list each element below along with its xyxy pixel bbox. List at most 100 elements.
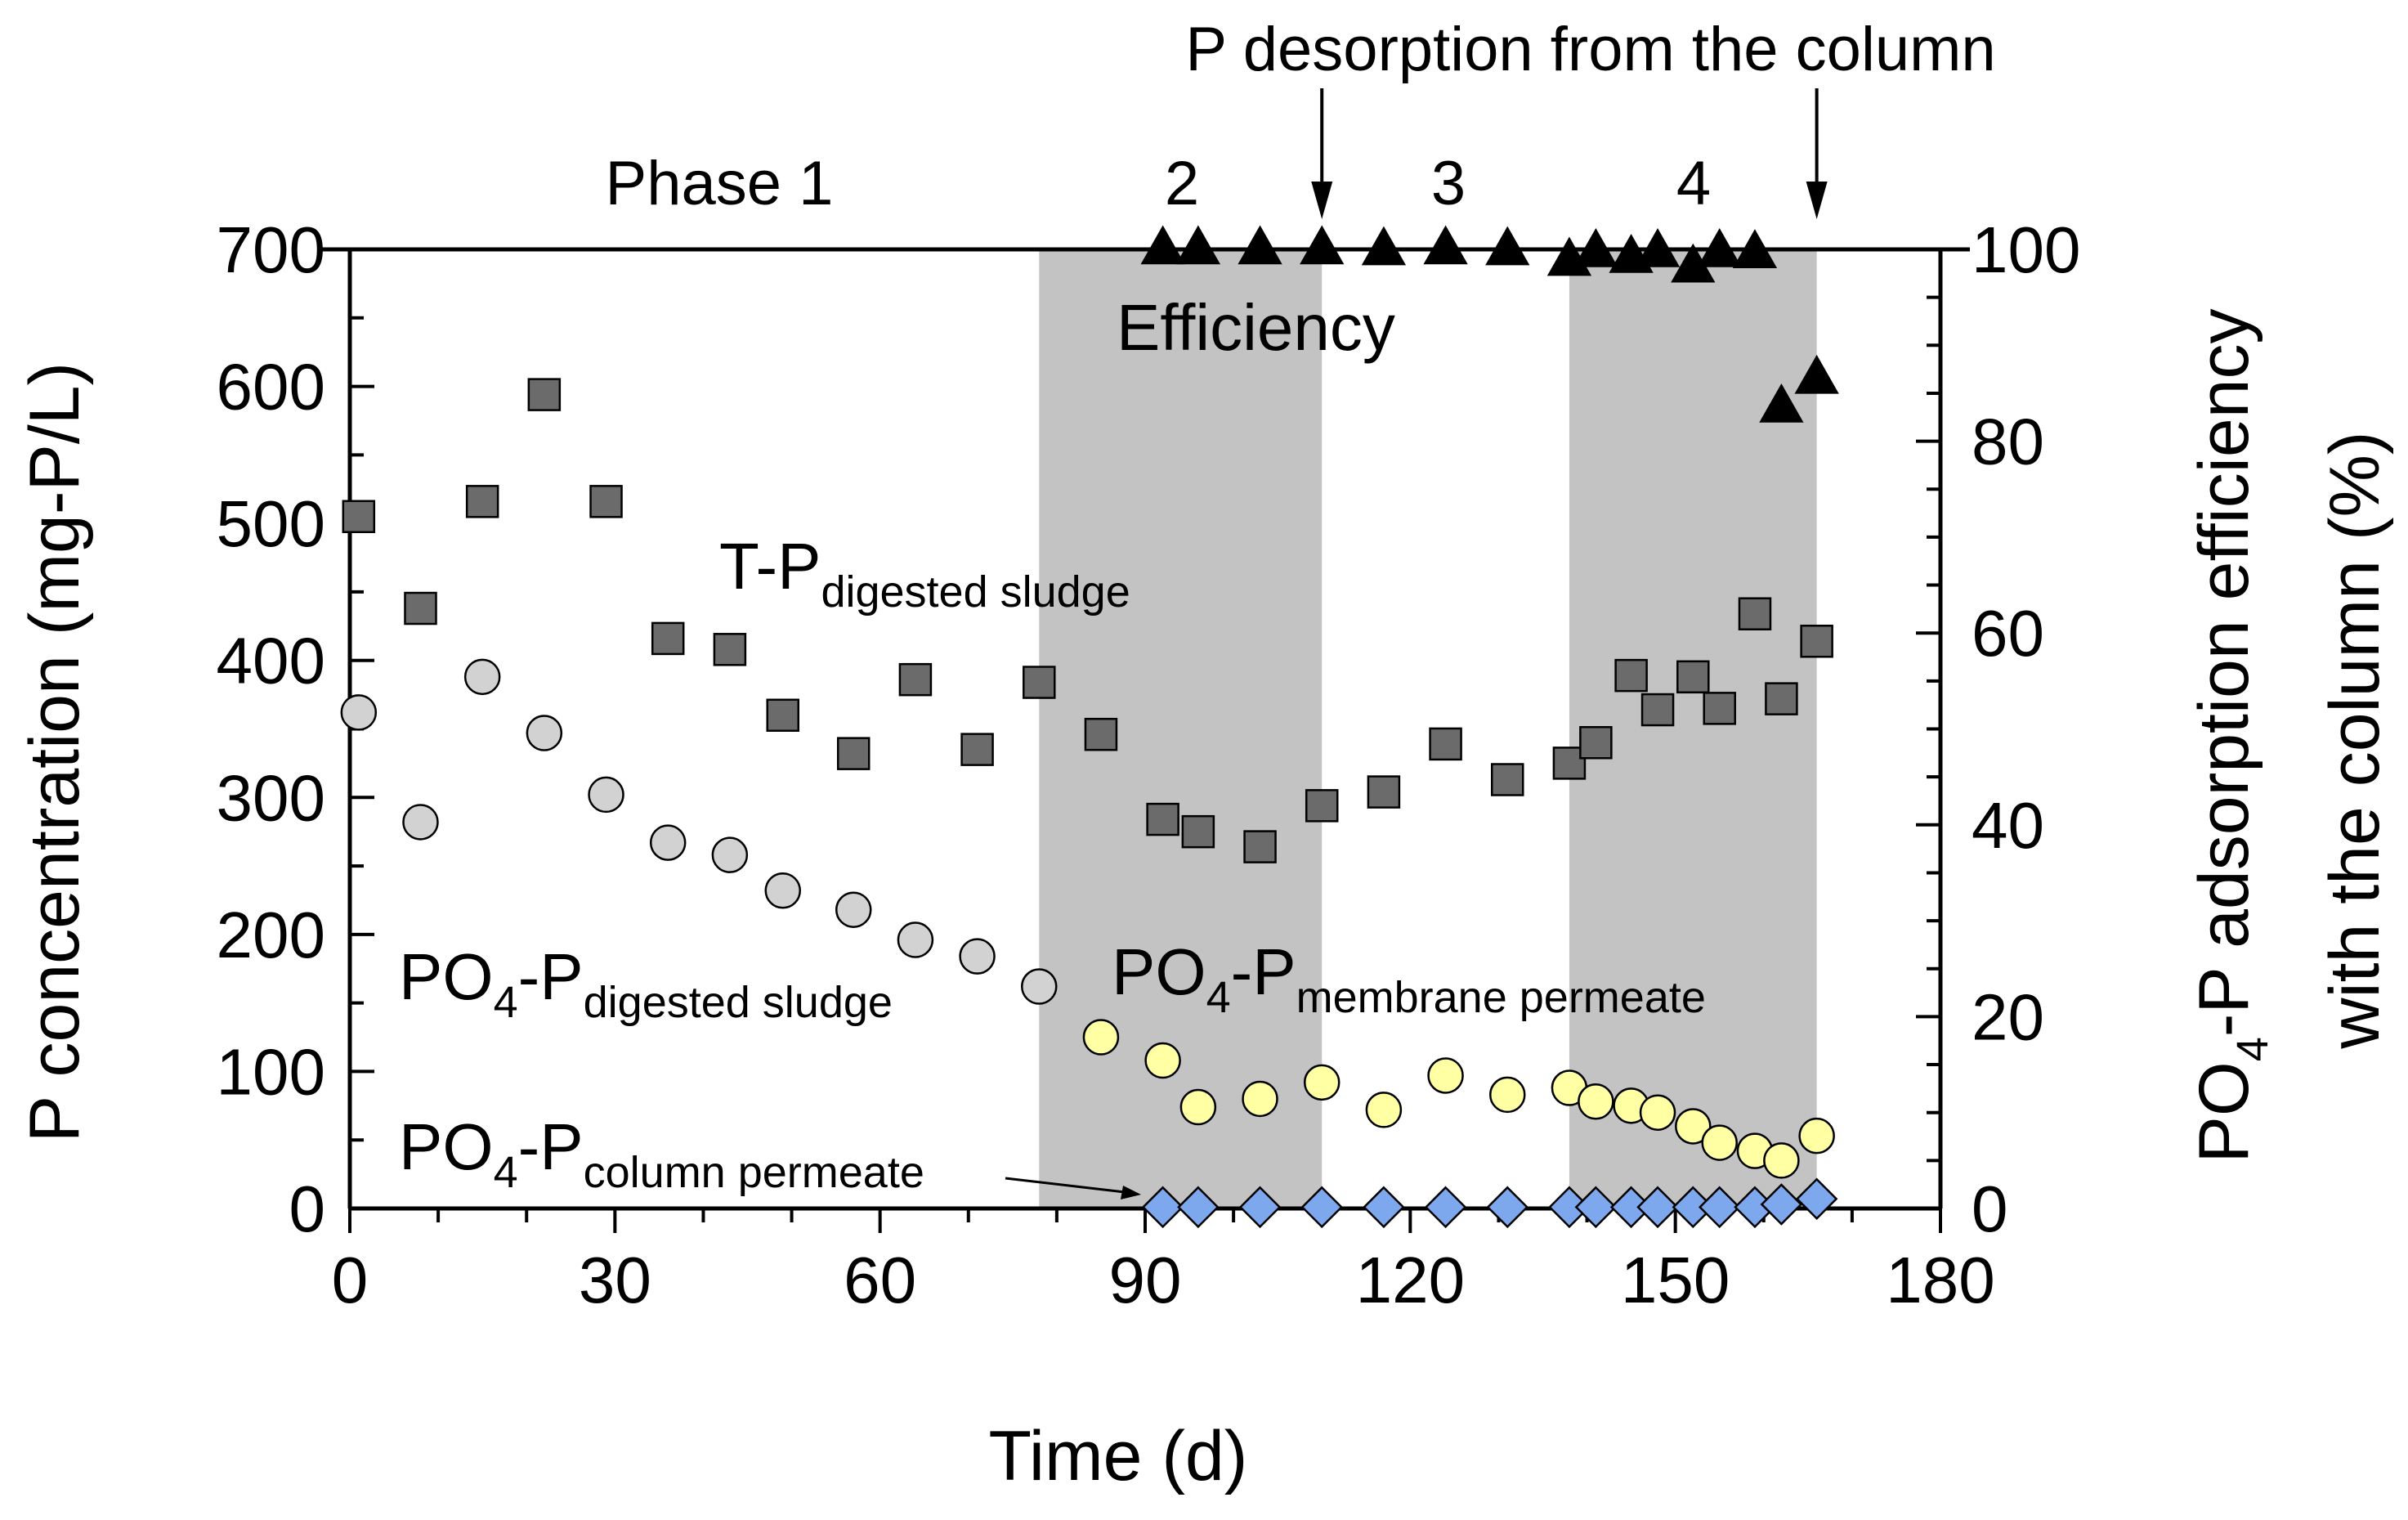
x-tick-label: 30 bbox=[579, 1244, 651, 1316]
t-p-digested-sludge-point bbox=[960, 733, 994, 766]
po4-p-membrane-permeate-point bbox=[1365, 1092, 1403, 1128]
x-tick-label: 120 bbox=[1356, 1244, 1465, 1316]
efficiency-point bbox=[1361, 226, 1407, 266]
efficiency-label: Efficiency bbox=[1117, 291, 1395, 364]
po4-p-digested-sludge-point bbox=[588, 776, 624, 814]
po4-p-column-permeate-point bbox=[1363, 1186, 1405, 1229]
po4-p-column-permeate-point bbox=[1300, 1186, 1343, 1229]
efficiency-point bbox=[1175, 225, 1221, 265]
x-tick-label: 60 bbox=[844, 1244, 916, 1316]
y-right-tick-label: 0 bbox=[1972, 1173, 2008, 1245]
x-tick-label: 150 bbox=[1621, 1244, 1730, 1316]
po4-p-digested-sludge-point bbox=[463, 658, 501, 696]
po4-p-digested-sludge-point bbox=[835, 891, 872, 928]
po4-p-membrane-permeate-point bbox=[1675, 1108, 1712, 1145]
po4-p-membrane-permeate-point bbox=[1489, 1076, 1526, 1114]
x-tick-label: 180 bbox=[1886, 1244, 1994, 1316]
phase-label-3: 3 bbox=[1431, 149, 1466, 218]
po4-p-column-permeate-point bbox=[1141, 1186, 1184, 1229]
efficiency-point bbox=[1238, 225, 1282, 265]
po4-p-column-permeate-point bbox=[1486, 1186, 1529, 1229]
axes-layer: 0 30 60 90 120 150 180010020030040050060070002… bbox=[217, 213, 2081, 1316]
po4-p-membrane-permeate-point bbox=[1144, 1042, 1181, 1079]
x-axis-title: Time (d) bbox=[989, 1417, 1248, 1495]
t-p-digested-sludge-point bbox=[1579, 726, 1613, 760]
y-right-tick-label: 80 bbox=[1972, 406, 2044, 478]
efficiency-point bbox=[1732, 229, 1778, 268]
efficiency-point bbox=[1423, 225, 1468, 265]
y-left-tick-label: 700 bbox=[217, 213, 325, 286]
po4-p-digested-sludge-point bbox=[959, 938, 996, 975]
t-p-digested-sludge-point bbox=[1491, 763, 1524, 796]
po4-p-column-permeate-point bbox=[1698, 1186, 1741, 1229]
po4-p-column-permeate-point bbox=[1177, 1186, 1220, 1229]
t-p-digested-sludge-point bbox=[465, 485, 499, 518]
t-p-digested-sludge-point bbox=[766, 698, 799, 732]
y-left-tick-label: 600 bbox=[217, 351, 325, 424]
t-p-digested-sludge-point bbox=[1640, 693, 1675, 727]
t-p-digested-sludge-point bbox=[898, 662, 933, 697]
po4-p-column-permeate-point bbox=[1238, 1186, 1282, 1229]
t-p-digested-sludge-point bbox=[1614, 658, 1648, 693]
t-p-digested-sludge-point bbox=[1429, 727, 1462, 761]
x-tick-label: 0 bbox=[332, 1244, 369, 1316]
t-p-digested-sludge-point bbox=[589, 485, 623, 518]
y-right-tick-label: 100 bbox=[1972, 213, 2080, 286]
t-p-digested-sludge-point bbox=[1800, 625, 1833, 658]
po4-p-membrane-permeate-point bbox=[1763, 1142, 1800, 1179]
efficiency-point bbox=[1635, 227, 1681, 267]
efficiency-point bbox=[1140, 225, 1185, 265]
po4-p-column-permeate-point bbox=[1574, 1186, 1618, 1229]
po4-p-membrane-permeate-point bbox=[1798, 1117, 1835, 1155]
po4-p-column-permeate-point bbox=[1760, 1183, 1803, 1226]
po4-p-digested-sludge-point bbox=[649, 824, 687, 861]
phase-label-2: 2 bbox=[1165, 149, 1199, 218]
t-p-digested-sludge-point bbox=[1181, 814, 1215, 849]
t-p-digested-sludge-point bbox=[1367, 775, 1401, 809]
y-left-tick-label: 100 bbox=[217, 1035, 325, 1108]
y-right-tick-label: 20 bbox=[1972, 980, 2044, 1053]
po4-p-digested-sludge-point bbox=[897, 921, 934, 958]
y-right-tick-label: 40 bbox=[1972, 789, 2044, 862]
po4-p-column-permeate-point bbox=[1424, 1186, 1467, 1229]
po4-p-membrane-permeate-point bbox=[1427, 1057, 1464, 1094]
y-left-tick-label: 0 bbox=[289, 1173, 326, 1245]
t-p-digested-sludge-point bbox=[1146, 802, 1179, 836]
efficiency-point bbox=[1697, 227, 1742, 267]
series-label-tp-digested-sludge: T-Pdigested sludge bbox=[719, 530, 1130, 617]
efficiency-point bbox=[1794, 354, 1839, 394]
po4-p-digested-sludge-point bbox=[402, 804, 439, 841]
column-permeate-pointer-head bbox=[1121, 1186, 1141, 1199]
po4-p-digested-sludge-point bbox=[340, 694, 378, 731]
series-label-po4p-membrane-permeate: PO4-Pmembrane permeate bbox=[1112, 935, 1706, 1022]
y-left-tick-label: 200 bbox=[217, 899, 325, 971]
t-p-digested-sludge-point bbox=[1703, 692, 1736, 725]
t-p-digested-sludge-point bbox=[1765, 682, 1798, 715]
series-label-po4p-column-permeate: PO4-Pcolumn permeate bbox=[399, 1110, 924, 1197]
t-p-digested-sludge-point bbox=[527, 378, 562, 411]
phase-label-1: Phase 1 bbox=[606, 149, 834, 218]
y-right-tick-label: 60 bbox=[1972, 597, 2044, 670]
po4-p-membrane-permeate-point bbox=[1082, 1019, 1120, 1056]
po4-p-digested-sludge-point bbox=[1021, 968, 1058, 1005]
t-p-digested-sludge-point bbox=[1243, 830, 1277, 863]
efficiency-point bbox=[1485, 226, 1530, 266]
t-p-digested-sludge-point bbox=[342, 500, 376, 534]
t-p-digested-sludge-point bbox=[836, 737, 871, 770]
series-label-po4p-digested-sludge: PO4-Pdigested sludge bbox=[399, 940, 893, 1027]
y-axis-right-title-line2: with the column (%) bbox=[2316, 431, 2394, 1049]
po4-p-membrane-permeate-point bbox=[1701, 1124, 1738, 1161]
t-p-digested-sludge-point bbox=[1676, 660, 1710, 694]
po4-p-membrane-permeate-point bbox=[1303, 1064, 1341, 1101]
po4-p-column-permeate-point bbox=[1636, 1186, 1679, 1229]
desorption-arrow-head-2 bbox=[1806, 182, 1828, 219]
po4-p-membrane-permeate-point bbox=[1639, 1094, 1676, 1131]
po4-p-digested-sludge-point bbox=[526, 715, 563, 751]
efficiency-point bbox=[1573, 227, 1618, 267]
column-permeate-pointer-line bbox=[1005, 1177, 1126, 1194]
y-left-tick-label: 300 bbox=[217, 761, 325, 834]
t-p-digested-sludge-point bbox=[1738, 597, 1772, 630]
desorption-arrow-head-1 bbox=[1311, 182, 1333, 219]
po4-p-membrane-permeate-point bbox=[1578, 1083, 1614, 1120]
